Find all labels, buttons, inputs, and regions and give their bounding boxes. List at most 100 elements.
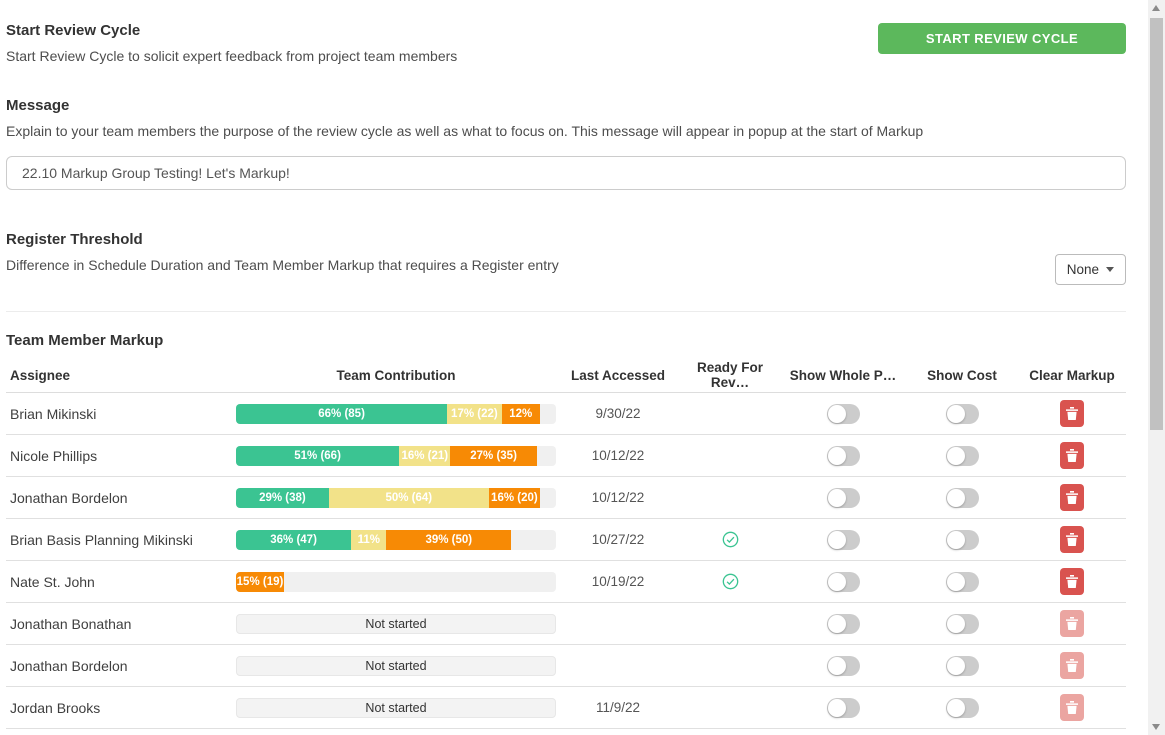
- scrollbar-down-arrow-icon[interactable]: [1152, 724, 1160, 730]
- clear-markup-button[interactable]: [1060, 484, 1084, 511]
- register-threshold-description: Difference in Schedule Duration and Team…: [6, 257, 559, 273]
- table-row: Nicole Phillips 51% (66) 16% (21) 27% (35) 1…: [6, 435, 1126, 477]
- show-whole-project-toggle[interactable]: [826, 697, 860, 718]
- show-whole-project-toggle[interactable]: [826, 487, 860, 508]
- trash-icon: [1066, 491, 1078, 504]
- toggle-knob: [946, 530, 965, 549]
- message-description: Explain to your team members the purpose…: [6, 123, 924, 139]
- contribution-segment-green: 36% (47): [236, 529, 352, 550]
- contribution-segment-green: 29% (38): [236, 487, 329, 508]
- show-cost-toggle[interactable]: [945, 403, 979, 424]
- table-header-row: Assignee Team Contribution Last Accessed…: [6, 358, 1126, 393]
- toggle-knob: [827, 656, 846, 675]
- show-cost-toggle[interactable]: [945, 487, 979, 508]
- show-whole-project-toggle[interactable]: [826, 403, 860, 424]
- show-whole-project-toggle[interactable]: [826, 655, 860, 676]
- clear-markup-button[interactable]: [1060, 526, 1084, 553]
- contribution-segment-green: 51% (66): [236, 445, 400, 466]
- last-accessed-date: 10/19/22: [591, 574, 645, 589]
- clear-markup-button[interactable]: [1060, 442, 1084, 469]
- toggle-knob: [827, 488, 846, 507]
- column-header-assignee: Assignee: [10, 367, 71, 383]
- start-review-cycle-title: Start Review Cycle: [6, 22, 141, 39]
- clear-markup-button[interactable]: [1060, 610, 1084, 637]
- assignee-name: Jonathan Bordelon: [10, 489, 128, 506]
- team-member-markup-title: Team Member Markup: [6, 332, 164, 349]
- trash-icon: [1066, 617, 1078, 630]
- toggle-knob: [827, 530, 846, 549]
- toggle-knob: [946, 488, 965, 507]
- table-row: Brian Basis Planning Mikinski 36% (47) 11%…: [6, 519, 1126, 561]
- not-started-bar: Not started: [236, 655, 556, 676]
- toggle-knob: [827, 698, 846, 717]
- start-review-cycle-description: Start Review Cycle to solicit expert fee…: [6, 48, 458, 64]
- scrollbar-thumb[interactable]: [1150, 18, 1163, 430]
- show-cost-toggle[interactable]: [945, 571, 979, 592]
- toggle-knob: [827, 404, 846, 423]
- trash-icon: [1066, 449, 1078, 462]
- ready-for-review-check-icon: [722, 573, 739, 590]
- show-cost-toggle[interactable]: [945, 697, 979, 718]
- assignee-name: Jordan Brooks: [10, 699, 101, 716]
- column-header-ready-for-review: Ready For Rev…: [696, 360, 764, 390]
- toggle-knob: [946, 656, 965, 675]
- assignee-name: Brian Mikinski: [10, 405, 97, 422]
- assignee-name: Nicole Phillips: [10, 447, 98, 464]
- team-contribution-bar: 51% (66) 16% (21) 27% (35): [236, 445, 556, 466]
- show-whole-project-toggle[interactable]: [826, 529, 860, 550]
- team-contribution-bar: 36% (47) 11% 39% (50): [236, 529, 556, 550]
- assignee-name: Brian Basis Planning Mikinski: [10, 531, 193, 548]
- column-header-last-accessed: Last Accessed: [570, 367, 666, 383]
- scrollbar-up-arrow-icon[interactable]: [1152, 5, 1160, 11]
- show-cost-toggle[interactable]: [945, 613, 979, 634]
- assignee-name: Nate St. John: [10, 573, 95, 590]
- last-accessed-date: 10/12/22: [591, 490, 645, 505]
- vertical-scrollbar[interactable]: [1148, 0, 1165, 735]
- show-whole-project-toggle[interactable]: [826, 571, 860, 592]
- last-accessed-date: 11/9/22: [595, 700, 641, 715]
- section-divider: [6, 311, 1126, 312]
- assignee-name: Jonathan Bordelon: [10, 657, 128, 674]
- table-row: Jonathan Bonathan Not started: [6, 603, 1126, 645]
- assignee-name: Jonathan Bonathan: [10, 615, 132, 632]
- toggle-knob: [946, 446, 965, 465]
- clear-markup-button[interactable]: [1060, 568, 1084, 595]
- clear-markup-button[interactable]: [1060, 652, 1084, 679]
- start-review-cycle-button[interactable]: START REVIEW CYCLE: [878, 23, 1126, 54]
- toggle-knob: [827, 614, 846, 633]
- contribution-segment-orange: 15% (19): [236, 571, 284, 592]
- ready-for-review-check-icon: [722, 531, 739, 548]
- team-contribution-bar: 15% (19): [236, 571, 556, 592]
- trash-icon: [1066, 407, 1078, 420]
- show-cost-toggle[interactable]: [945, 445, 979, 466]
- column-header-show-whole-project: Show Whole P…: [789, 367, 897, 383]
- not-started-bar: Not started: [236, 613, 556, 634]
- toggle-knob: [946, 698, 965, 717]
- caret-down-icon: [1106, 267, 1114, 272]
- show-whole-project-toggle[interactable]: [826, 613, 860, 634]
- trash-icon: [1066, 659, 1078, 672]
- trash-icon: [1066, 701, 1078, 714]
- contribution-segment-orange: 27% (35): [450, 445, 537, 466]
- team-member-markup-table: Assignee Team Contribution Last Accessed…: [6, 358, 1126, 729]
- show-cost-toggle[interactable]: [945, 655, 979, 676]
- trash-icon: [1066, 575, 1078, 588]
- contribution-segment-yellow: 11%: [351, 529, 387, 550]
- register-threshold-dropdown[interactable]: None: [1054, 254, 1126, 285]
- message-input[interactable]: [6, 156, 1126, 190]
- toggle-knob: [946, 572, 965, 591]
- toggle-knob: [946, 614, 965, 633]
- contribution-segment-yellow: 17% (22): [447, 403, 502, 424]
- show-cost-toggle[interactable]: [945, 529, 979, 550]
- clear-markup-button[interactable]: [1060, 694, 1084, 721]
- show-whole-project-toggle[interactable]: [826, 445, 860, 466]
- register-threshold-dropdown-value: None: [1066, 262, 1099, 277]
- clear-markup-button[interactable]: [1060, 400, 1084, 427]
- table-row: Nate St. John 15% (19) 10/19/22: [6, 561, 1126, 603]
- toggle-knob: [827, 572, 846, 591]
- table-row: Jonathan Bordelon Not started: [6, 645, 1126, 687]
- last-accessed-date: 9/30/22: [595, 406, 641, 421]
- column-header-team-contribution: Team Contribution: [336, 367, 456, 383]
- trash-icon: [1066, 533, 1078, 546]
